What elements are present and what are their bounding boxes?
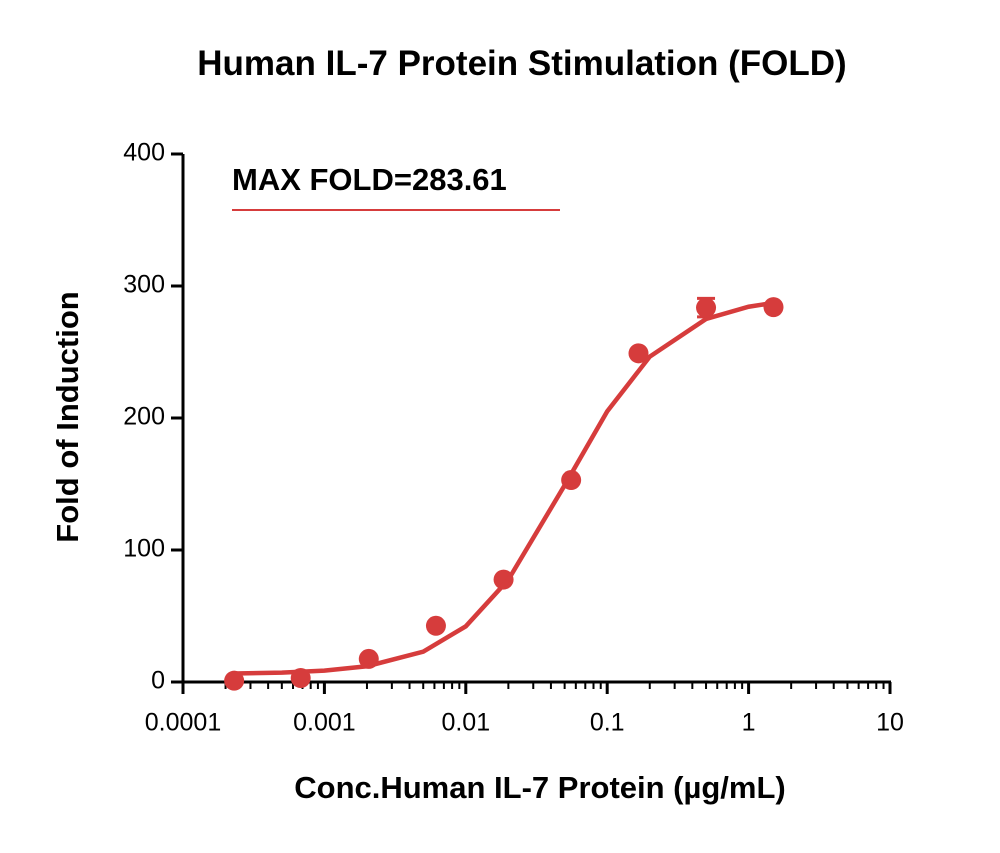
y-tick-label: 300 <box>123 271 165 299</box>
data-point <box>493 569 514 590</box>
y-axis-label: Fold of Induction <box>50 291 85 542</box>
y-tick-label: 100 <box>123 535 165 563</box>
x-tick-label: 10 <box>876 709 904 737</box>
x-tick-label: 0.001 <box>293 709 356 737</box>
x-tick-label: 0.1 <box>590 709 625 737</box>
fit-curve <box>234 300 774 676</box>
y-tick-label: 0 <box>151 667 165 695</box>
x-axis-label: Conc.Human IL-7 Protein (µg/mL) <box>294 770 785 805</box>
x-tick-label: 1 <box>742 709 756 737</box>
data-point <box>628 343 649 364</box>
y-tick-label: 400 <box>123 139 165 167</box>
y-tick-label: 200 <box>123 403 165 431</box>
data-point <box>763 297 784 318</box>
x-tick-label: 0.01 <box>441 709 490 737</box>
data-point <box>696 297 717 318</box>
x-tick-label: 0.0001 <box>145 709 221 737</box>
data-point <box>425 615 446 636</box>
chart-title: Human IL-7 Protein Stimulation (FOLD) <box>197 44 846 83</box>
annotation: MAX FOLD=283.61 <box>232 162 507 197</box>
